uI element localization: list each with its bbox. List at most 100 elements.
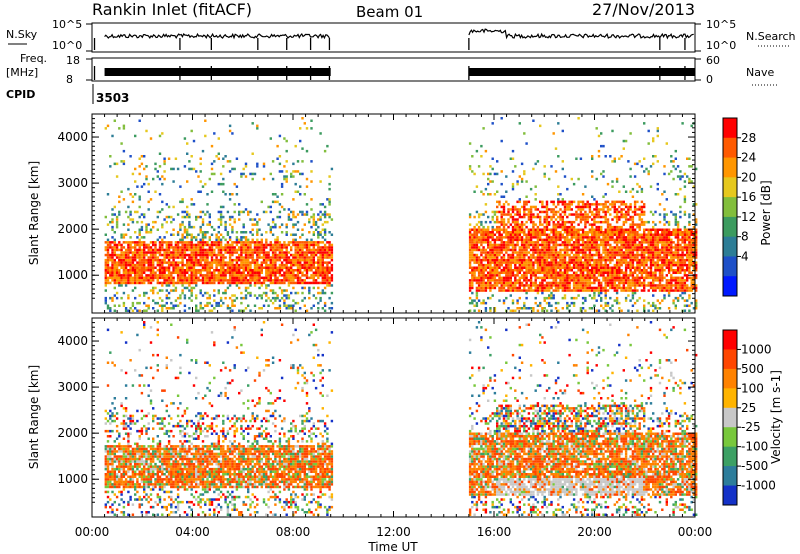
data-cell (172, 228, 175, 231)
data-cell (570, 258, 573, 262)
data-cell (568, 205, 571, 209)
data-cell (244, 258, 248, 262)
data-cell (174, 271, 178, 274)
data-cell (523, 301, 526, 305)
data-cell (253, 294, 257, 297)
data-cell (317, 251, 320, 254)
data-cell (534, 256, 537, 259)
data-cell (118, 284, 121, 287)
data-cell (484, 238, 488, 242)
data-cell (285, 233, 288, 236)
data-cell (143, 243, 146, 247)
data-cell (115, 248, 119, 252)
data-cell (627, 233, 630, 236)
data-cell (489, 243, 492, 247)
data-cell (131, 246, 135, 249)
data-cell (163, 162, 166, 166)
data-cell (120, 276, 123, 280)
data-cell (183, 281, 187, 285)
data-cell (496, 271, 499, 274)
data-cell (554, 223, 558, 226)
data-cell (172, 246, 175, 249)
data-cell (545, 266, 549, 269)
data-cell (292, 274, 295, 277)
data-cell (292, 269, 295, 272)
data-cell (183, 279, 187, 282)
data-cell (511, 289, 515, 292)
data-cell (188, 213, 191, 216)
data-cell (523, 279, 526, 282)
data-cell (158, 296, 162, 300)
data-cell (602, 210, 605, 214)
data-cell (136, 271, 139, 274)
data-cell (615, 301, 619, 305)
data-cell (633, 266, 637, 269)
data-cell (210, 225, 214, 229)
data-cell (192, 248, 196, 252)
data-cell (566, 246, 569, 249)
data-cell (294, 144, 297, 148)
data-cell (509, 263, 512, 267)
data-cell (482, 279, 485, 282)
data-cell (579, 269, 583, 272)
data-cell (609, 155, 612, 158)
data-cell (523, 208, 526, 211)
data-cell (140, 258, 144, 262)
data-cell (477, 263, 481, 267)
data-cell (228, 193, 232, 196)
data-cell (561, 258, 564, 262)
data-cell (577, 117, 580, 120)
data-cell (597, 243, 601, 247)
data-cell (631, 215, 635, 219)
data-cell (274, 225, 277, 229)
data-cell (115, 263, 119, 267)
data-cell (572, 236, 576, 239)
data-cell (471, 228, 474, 231)
data-cell (595, 210, 598, 214)
data-cell (233, 294, 236, 297)
data-cell (511, 301, 515, 305)
data-cell (631, 248, 635, 252)
data-cell (183, 294, 187, 297)
data-cell (482, 274, 485, 277)
data-cell (138, 243, 141, 247)
data-cell (529, 284, 533, 287)
data-cell (507, 210, 510, 214)
data-cell (231, 274, 234, 277)
data-cell (235, 296, 239, 300)
data-cell (183, 253, 187, 257)
data-cell (253, 276, 257, 280)
data-cell (577, 236, 580, 239)
data-cell (161, 200, 164, 204)
data-cell (233, 210, 236, 214)
data-cell (541, 263, 544, 267)
data-cell (231, 301, 234, 305)
data-cell (545, 248, 549, 252)
data-cell (104, 289, 107, 292)
data-cell (550, 291, 553, 295)
data-cell (649, 253, 653, 257)
data-cell (129, 218, 132, 221)
data-cell (267, 243, 270, 247)
data-cell (283, 253, 286, 257)
data-cell (541, 248, 544, 252)
data-cell (238, 210, 241, 214)
data-cell (620, 225, 623, 229)
data-cell (595, 231, 598, 234)
data-cell (201, 248, 205, 252)
data-cell (548, 263, 551, 267)
data-cell (577, 238, 580, 242)
freq-band-1 (104, 68, 331, 76)
data-cell (566, 187, 569, 191)
data-cell (500, 279, 503, 282)
data-cell (640, 218, 644, 221)
data-cell (507, 271, 510, 274)
data-cell (317, 233, 320, 236)
data-cell (579, 215, 583, 219)
data-cell (131, 289, 135, 292)
data-cell (509, 281, 512, 285)
data-cell (586, 284, 589, 287)
data-cell (179, 271, 182, 274)
data-cell (244, 243, 248, 247)
data-cell (645, 263, 648, 267)
